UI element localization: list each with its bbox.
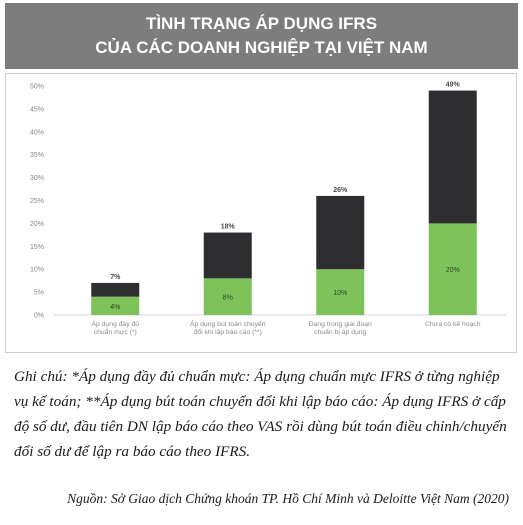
y-tick-label: 15% bbox=[30, 244, 44, 251]
category-label: chuẩn mực (*) bbox=[94, 328, 137, 336]
segment-data-label: 8% bbox=[223, 295, 233, 302]
category-label: Chưa có kế hoạch bbox=[425, 319, 481, 328]
y-tick-label: 35% bbox=[30, 152, 44, 159]
total-data-label: 7% bbox=[110, 274, 121, 281]
y-tick-label: 30% bbox=[30, 175, 44, 182]
bar-segment-dark bbox=[91, 282, 140, 297]
category-label: đổi khi lập báo cáo (**) bbox=[194, 328, 262, 336]
title-banner: TÌNH TRẠNG ÁP DỤNG IFRS CỦA CÁC DOANH NG… bbox=[5, 3, 518, 69]
category-label: Áp dụng đầy đủ bbox=[91, 319, 139, 328]
category-label: chuẩn bị áp dụng bbox=[314, 328, 366, 336]
segment-data-label: 20% bbox=[446, 267, 460, 274]
y-tick-label: 10% bbox=[30, 267, 44, 274]
y-tick-label: 20% bbox=[30, 221, 44, 228]
source-credit: Nguồn: Sở Giao dịch Chứng khoán TP. Hồ C… bbox=[67, 491, 509, 506]
bar-segment-dark bbox=[428, 90, 477, 224]
total-data-label: 49% bbox=[446, 82, 461, 89]
y-tick-label: 50% bbox=[30, 84, 44, 91]
category-label: Áp dụng bút toán chuyển bbox=[190, 319, 266, 328]
y-tick-label: 45% bbox=[30, 106, 44, 113]
y-tick-label: 5% bbox=[34, 290, 44, 297]
segment-data-label: 10% bbox=[333, 290, 347, 297]
y-tick-label: 0% bbox=[34, 313, 44, 320]
chart-title-line-1: TÌNH TRẠNG ÁP DỤNG IFRS bbox=[145, 14, 378, 33]
bar-segment-dark bbox=[203, 232, 252, 279]
stacked-bar-chart: 0% 5% 10% 15% 20% 25% 30% 35% 40% 45% 50% 4% 7% Áp dụ… bbox=[30, 82, 506, 336]
y-tick-label: 25% bbox=[30, 198, 44, 205]
y-tick-label: 40% bbox=[30, 129, 44, 136]
bar-segment-green bbox=[203, 278, 252, 315]
bar-segment-green bbox=[316, 269, 365, 315]
chart-title-line-2: CỦA CÁC DOANH NGHIỆP TẠI VIỆT NAM bbox=[95, 38, 428, 57]
bar-segment-green bbox=[91, 296, 140, 315]
segment-data-label: 4% bbox=[110, 304, 120, 311]
chart-area: 0% 5% 10% 15% 20% 25% 30% 35% 40% 45% 50% 4% 7% Áp dụ… bbox=[5, 73, 517, 353]
total-data-label: 26% bbox=[333, 187, 348, 194]
bar-segment-green bbox=[428, 223, 477, 315]
bar-segment-dark bbox=[316, 195, 365, 270]
category-label: Đang trong giai đoạn bbox=[309, 321, 372, 328]
footnote-text: Ghi chú: *Áp dụng đầy đủ chuẩn mực: Áp d… bbox=[14, 368, 507, 460]
total-data-label: 18% bbox=[221, 224, 236, 231]
